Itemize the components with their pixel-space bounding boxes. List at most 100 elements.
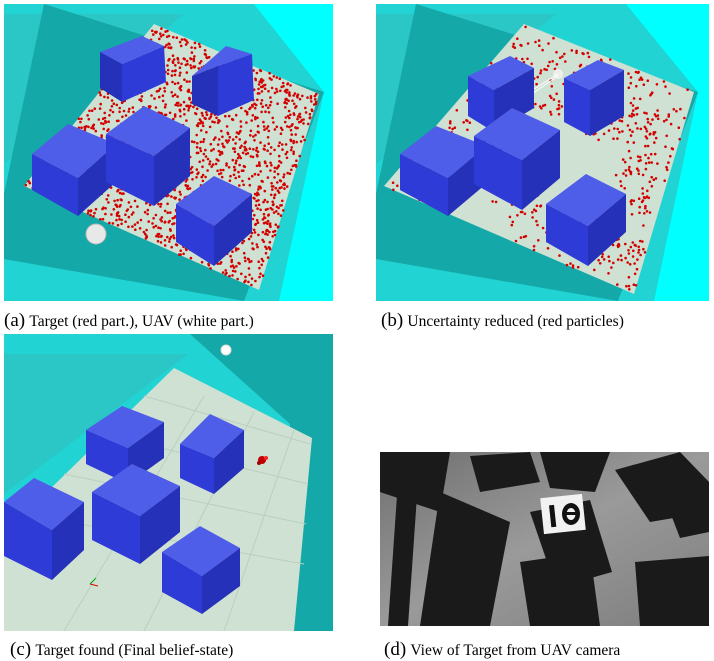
particle [184, 63, 188, 67]
particle [627, 275, 631, 279]
particle [514, 239, 518, 243]
particle [254, 133, 257, 137]
particle [280, 143, 284, 146]
particle [653, 152, 657, 156]
particle [275, 210, 278, 213]
particle [80, 117, 83, 121]
particle [300, 118, 304, 122]
caption-b-text: Uncertainty reduced (red particles) [407, 313, 624, 330]
particle [237, 170, 240, 174]
particle [616, 245, 620, 249]
particle [258, 161, 261, 164]
particle [626, 140, 629, 144]
particle [196, 172, 199, 176]
particle [259, 208, 262, 212]
particle [543, 103, 547, 107]
particle [306, 122, 310, 126]
particle [289, 113, 292, 117]
particle [187, 106, 191, 109]
particle [653, 141, 656, 144]
particle [244, 148, 247, 151]
particle [105, 198, 109, 201]
particle [638, 205, 641, 209]
particle [236, 277, 239, 281]
particle [154, 224, 158, 228]
particle [172, 236, 176, 240]
particle [169, 211, 172, 214]
particle [238, 138, 241, 141]
particle [283, 101, 286, 105]
particle [677, 126, 681, 129]
particle [534, 209, 538, 213]
particle [279, 126, 283, 130]
particle [555, 50, 558, 54]
particle [257, 188, 260, 191]
particle [231, 138, 235, 141]
particle [243, 145, 246, 149]
particle [97, 118, 101, 121]
particle [288, 116, 291, 120]
particle [168, 237, 172, 241]
particle [586, 51, 590, 55]
particle [212, 138, 216, 141]
particle [265, 228, 269, 232]
particle [521, 210, 524, 214]
particle [272, 121, 275, 124]
particle [665, 134, 668, 138]
particle [555, 92, 558, 96]
particle [261, 230, 265, 234]
particle [140, 95, 144, 98]
particle [90, 109, 94, 112]
particle [178, 198, 181, 201]
particle [638, 97, 642, 101]
particle [276, 181, 279, 184]
particle [652, 178, 656, 181]
particle [263, 148, 266, 151]
particle [272, 203, 275, 206]
particle [246, 152, 250, 155]
particle [136, 221, 139, 224]
particle [281, 148, 284, 151]
particle [636, 127, 639, 130]
particle [309, 95, 313, 98]
caption-a-text: Target (red part.), UAV (white part.) [29, 313, 254, 330]
particle [222, 145, 225, 148]
particle [295, 140, 299, 144]
particle [232, 266, 236, 269]
particle [159, 35, 163, 38]
particle [632, 199, 636, 203]
particle [163, 89, 167, 93]
particle [198, 160, 201, 164]
particle [278, 141, 282, 144]
particle [637, 245, 640, 249]
particle [121, 115, 124, 119]
particle [636, 155, 640, 158]
particle [629, 81, 633, 85]
particle [153, 97, 156, 100]
particle [280, 186, 283, 189]
particle [569, 262, 572, 265]
particle [149, 105, 152, 108]
particle [285, 185, 289, 188]
particle [233, 150, 237, 153]
particle [229, 254, 232, 258]
particle [268, 230, 271, 234]
particle [272, 196, 276, 200]
particle [161, 99, 165, 103]
particle [304, 106, 307, 110]
particle [264, 245, 267, 249]
particle [637, 197, 641, 200]
particle [646, 79, 650, 82]
particle [117, 119, 120, 123]
particle [164, 113, 168, 117]
particle [391, 181, 395, 184]
particle [163, 239, 167, 242]
particle [629, 76, 633, 79]
particle [167, 46, 170, 49]
particle [166, 235, 169, 239]
particle [468, 121, 472, 124]
particle [157, 235, 160, 238]
particle [254, 77, 257, 81]
particle [513, 46, 517, 49]
particle [275, 90, 279, 93]
